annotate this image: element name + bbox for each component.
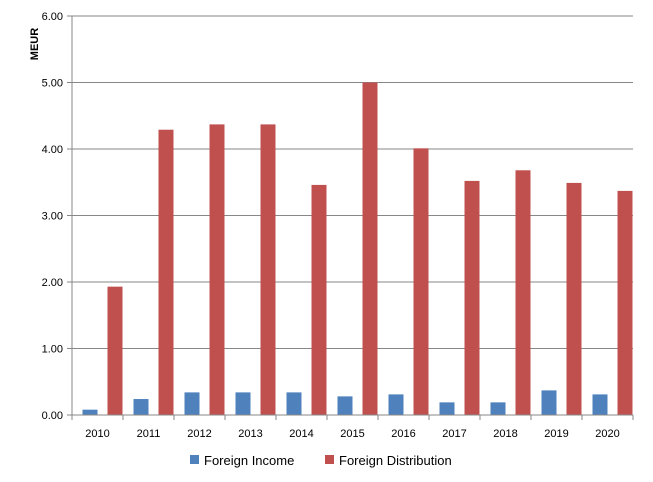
y-tick-label: 3.00 xyxy=(42,211,63,223)
bar-foreign-distribution-2016 xyxy=(413,148,429,415)
bar-foreign-income-2010 xyxy=(82,409,98,415)
bar-foreign-distribution-2011 xyxy=(158,129,174,415)
bar-foreign-distribution-2019 xyxy=(566,182,582,415)
gridlines xyxy=(67,15,633,416)
x-tick-label: 2010 xyxy=(85,428,109,440)
x-tick-label: 2011 xyxy=(137,428,161,440)
axes xyxy=(71,16,634,420)
x-tick-label: 2020 xyxy=(595,428,619,440)
legend: Foreign Income Foreign Distribution xyxy=(190,453,452,468)
x-tick-label: 2012 xyxy=(187,428,211,440)
x-tick-label: 2019 xyxy=(544,428,568,440)
x-tick-label: 2017 xyxy=(442,428,466,440)
x-tick-label: 2013 xyxy=(238,428,262,440)
y-tick-label: 2.00 xyxy=(42,277,63,289)
x-tick-label: 2018 xyxy=(493,428,517,440)
bar-foreign-income-2018 xyxy=(490,402,506,415)
y-tick-label: 5.00 xyxy=(42,78,63,90)
y-tick-label: 0.00 xyxy=(42,410,63,422)
bar-foreign-income-2017 xyxy=(439,402,455,415)
bar-foreign-distribution-2014 xyxy=(311,184,327,415)
y-axis-label: MEUR xyxy=(29,28,41,60)
bars xyxy=(82,82,633,416)
tick-labels: 0.00 1.00 2.00 3.00 4.00 5.00 6.00 2010 2011 2012… xyxy=(42,11,620,440)
bar-foreign-income-2011 xyxy=(133,399,149,415)
legend-swatch-foreign-income xyxy=(190,455,199,464)
bar-foreign-income-2014 xyxy=(286,392,302,415)
bar-foreign-distribution-2018 xyxy=(515,170,531,415)
bar-foreign-income-2020 xyxy=(592,394,608,415)
bar-foreign-income-2015 xyxy=(337,396,353,415)
bar-foreign-income-2016 xyxy=(388,394,404,415)
legend-label-foreign-distribution: Foreign Distribution xyxy=(339,453,452,468)
y-tick-label: 6.00 xyxy=(42,11,63,23)
x-tick-label: 2016 xyxy=(391,428,415,440)
bar-foreign-distribution-2012 xyxy=(209,124,225,416)
x-tick-label: 2015 xyxy=(340,428,364,440)
bar-foreign-income-2013 xyxy=(235,392,251,415)
bar-foreign-income-2019 xyxy=(541,390,557,415)
bar-foreign-distribution-2017 xyxy=(464,180,480,415)
bar-foreign-distribution-2013 xyxy=(260,124,276,416)
bar-foreign-distribution-2015 xyxy=(362,82,378,415)
legend-label-foreign-income: Foreign Income xyxy=(204,453,294,468)
bar-foreign-distribution-2010 xyxy=(107,286,123,415)
bar-foreign-income-2012 xyxy=(184,392,200,415)
legend-swatch-foreign-distribution xyxy=(325,455,334,464)
x-tick-label: 2014 xyxy=(289,428,313,440)
y-tick-label: 1.00 xyxy=(42,344,63,356)
bar-foreign-distribution-2020 xyxy=(617,190,633,415)
y-tick-label: 4.00 xyxy=(42,144,63,156)
